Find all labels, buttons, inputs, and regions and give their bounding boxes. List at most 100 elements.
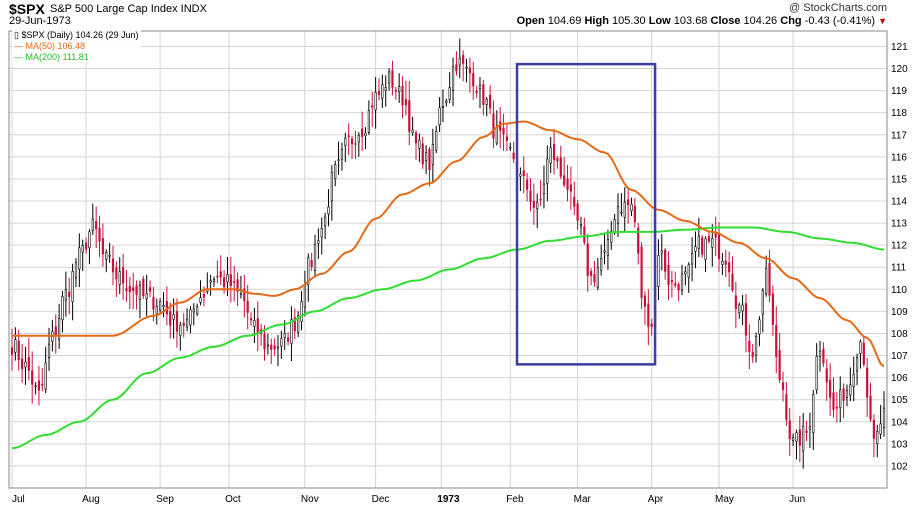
candle-body (81, 245, 84, 253)
candle-body (276, 346, 280, 349)
candle-body (253, 320, 256, 327)
candle-body (542, 183, 546, 194)
y-tick-label: 106 (891, 373, 908, 384)
candle-body (307, 257, 310, 286)
candle-body (768, 262, 771, 296)
candle-body (815, 355, 818, 391)
stockcharts-brand[interactable]: @ StockCharts.com (789, 2, 887, 14)
candle-body (273, 345, 276, 350)
candle-body (509, 146, 512, 149)
x-tick-label: 1973 (437, 494, 460, 505)
candle-body (344, 137, 347, 146)
candle-body (47, 343, 51, 358)
candle-body (812, 394, 815, 433)
candle-body (297, 315, 300, 333)
candle-body (84, 242, 88, 250)
candle-body (707, 236, 711, 242)
candle-body (185, 318, 189, 328)
candle-body (781, 382, 785, 390)
candle-body (687, 264, 690, 278)
candle-body (364, 132, 367, 136)
candle-body (869, 395, 872, 420)
candle-body (74, 262, 78, 279)
candle-body (401, 85, 404, 106)
candle-body (317, 240, 320, 244)
candle-body (546, 158, 549, 184)
candle-body (566, 178, 569, 190)
candle-body (118, 271, 121, 286)
candle-body (330, 172, 333, 202)
candle-body (179, 324, 182, 336)
candle-body (233, 281, 236, 283)
candle-body (91, 218, 94, 231)
close-label: Close (710, 15, 741, 27)
candle-body (690, 253, 694, 265)
candle-body (845, 390, 849, 398)
candle-body (411, 129, 414, 133)
candle-body (226, 274, 229, 283)
candle-body (714, 233, 717, 238)
candle-body (667, 264, 670, 285)
y-tick-label: 104 (891, 417, 908, 428)
candle-body (54, 326, 57, 337)
candle-body (502, 127, 505, 135)
candle-body (236, 279, 239, 292)
candle-body (58, 317, 61, 340)
candle-body (761, 290, 764, 315)
candle-body (717, 233, 721, 260)
candle-body (876, 430, 879, 444)
candle-body (879, 423, 882, 435)
candle-body (280, 338, 283, 347)
candle-body (684, 271, 687, 275)
candle-body (536, 201, 539, 210)
candle-body (286, 337, 290, 342)
y-tick-label: 115 (891, 174, 907, 185)
candle-body (31, 370, 34, 385)
candle-body (290, 319, 293, 344)
candle-body (418, 139, 421, 149)
candle-body (832, 392, 835, 410)
candle-body (855, 357, 859, 372)
candle-body (620, 211, 623, 214)
candle-body (711, 238, 714, 248)
open-value: 104.69 (547, 15, 582, 27)
y-tick-label: 109 (891, 307, 908, 318)
candle-body (421, 143, 424, 165)
candle-body (431, 144, 434, 165)
candle-body (505, 136, 509, 141)
candle-body (21, 358, 24, 370)
chart-legend: ▯ $SPX (Daily) 104.26 (29 Jun) — MA(50) … (12, 30, 141, 63)
y-tick-label: 108 (891, 329, 908, 340)
y-tick-label: 105 (891, 395, 908, 406)
candle-body (478, 84, 482, 89)
candle-body (468, 67, 471, 74)
candle-body (872, 419, 875, 439)
candle-body (175, 311, 179, 332)
chg-value: -0.43 (-0.41%) (804, 15, 876, 27)
candle-body (664, 249, 667, 272)
low-value: 103.68 (673, 15, 708, 27)
candle-body (462, 55, 465, 64)
candle-body (842, 388, 845, 401)
candle-body (839, 389, 842, 408)
candle-body (152, 297, 155, 310)
y-tick-label: 119 (891, 86, 907, 97)
candle-body (414, 132, 418, 144)
candle-body (37, 380, 41, 391)
candle-body (721, 261, 724, 265)
candle-body (701, 237, 704, 255)
candle-body (583, 226, 586, 243)
candle-body (805, 430, 808, 433)
candle-body (596, 266, 599, 288)
candle-body (125, 288, 128, 291)
candle-body (101, 238, 105, 255)
candle-body (512, 152, 515, 160)
candle-body (603, 250, 606, 253)
candle-body (350, 138, 354, 145)
candle-body (630, 203, 633, 212)
high-label: High (584, 15, 609, 27)
candle-body (169, 311, 172, 326)
candle-body (115, 267, 118, 280)
candle-body (71, 270, 74, 303)
